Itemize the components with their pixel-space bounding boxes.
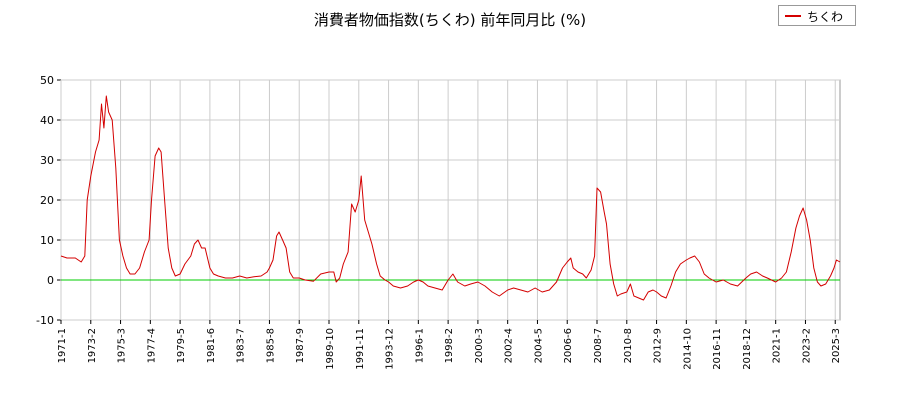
y-tick-label: 40	[40, 114, 54, 127]
x-tick-label: 2023-2	[801, 328, 812, 363]
x-tick-label: 2012-9	[653, 328, 664, 363]
x-tick-label: 2014-10	[682, 328, 693, 370]
chart-title: 消費者物価指数(ちくわ) 前年同月比 (%)	[313, 11, 587, 29]
legend-swatch	[785, 15, 801, 17]
y-tick-label: 10	[40, 234, 54, 247]
x-tick-label: 1993-12	[385, 328, 396, 370]
x-tick-label: 1983-7	[236, 328, 247, 363]
legend: ちくわ	[778, 5, 856, 26]
x-tick-label: 2018-12	[742, 328, 753, 370]
y-tick-label: 50	[40, 74, 54, 87]
x-tick-label: 2002-4	[504, 328, 515, 363]
y-tick-label: -10	[36, 314, 54, 327]
x-tick-label: 1981-6	[206, 328, 217, 363]
x-tick-label: 2006-6	[563, 328, 574, 363]
y-tick-label: 30	[40, 154, 54, 167]
x-tick-label: 1977-4	[146, 328, 157, 363]
x-tick-label: 1979-5	[176, 328, 187, 363]
x-tick-label: 2000-3	[474, 328, 485, 363]
x-tick-label: 2016-11	[712, 328, 723, 370]
x-tick-label: 2004-5	[533, 328, 544, 363]
x-tick-label: 1985-8	[265, 328, 276, 363]
y-tick-label: 20	[40, 194, 54, 207]
legend-label: ちくわ	[807, 10, 844, 24]
x-tick-label: 2010-8	[623, 328, 634, 363]
series-line	[60, 95, 841, 301]
x-tick-label: 1971-1	[57, 328, 68, 363]
x-tick-label: 1987-9	[295, 328, 306, 363]
x-tick-label: 1991-11	[355, 328, 366, 370]
x-tick-label: 2025-3	[831, 328, 842, 363]
x-tick-label: 1973-2	[87, 328, 98, 363]
x-tick-label: 1998-2	[444, 328, 455, 363]
x-tick-label: 2008-7	[593, 328, 604, 363]
x-tick-label: 2021-1	[772, 328, 783, 363]
x-tick-label: 1975-3	[117, 328, 128, 363]
y-tick-label: 0	[47, 274, 54, 287]
x-tick-label: 1989-10	[325, 328, 336, 370]
x-tick-label: 1996-1	[414, 328, 425, 363]
